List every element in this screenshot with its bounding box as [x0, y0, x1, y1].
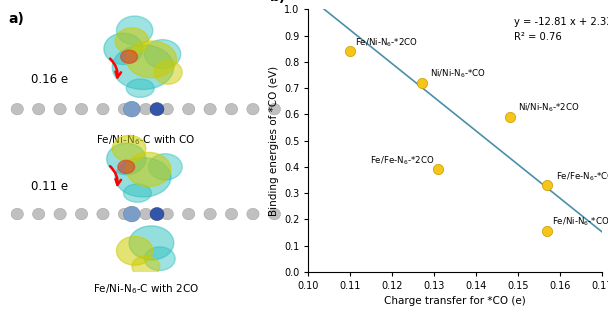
Circle shape — [33, 103, 45, 115]
Ellipse shape — [145, 247, 175, 270]
Ellipse shape — [145, 40, 181, 69]
Text: Fe/Ni-N$_6$-*2CO: Fe/Ni-N$_6$-*2CO — [354, 36, 418, 49]
Circle shape — [268, 208, 280, 220]
Text: b): b) — [271, 0, 286, 4]
Point — [345, 49, 355, 54]
Ellipse shape — [126, 79, 154, 97]
Ellipse shape — [123, 184, 151, 202]
Text: Fe/Ni-N$_6$-C with 2CO: Fe/Ni-N$_6$-C with 2CO — [93, 282, 199, 296]
Ellipse shape — [126, 41, 176, 78]
Circle shape — [11, 103, 23, 115]
Ellipse shape — [104, 33, 143, 64]
Circle shape — [268, 103, 280, 115]
Circle shape — [118, 103, 131, 115]
Text: y = -12.81 x + 2.33
R² = 0.76: y = -12.81 x + 2.33 R² = 0.76 — [514, 17, 608, 42]
Circle shape — [161, 103, 173, 115]
Circle shape — [123, 101, 140, 117]
Ellipse shape — [115, 28, 148, 54]
Circle shape — [161, 208, 173, 220]
Circle shape — [150, 103, 164, 116]
Ellipse shape — [115, 158, 171, 197]
Text: a): a) — [9, 12, 25, 26]
Circle shape — [182, 208, 195, 220]
Point — [434, 167, 443, 172]
Circle shape — [226, 208, 238, 220]
Circle shape — [54, 103, 66, 115]
Ellipse shape — [112, 135, 146, 161]
Circle shape — [182, 103, 195, 115]
Circle shape — [140, 103, 152, 115]
Text: Fe/Ni-N$_6$-*CO: Fe/Ni-N$_6$-*CO — [551, 216, 608, 228]
Ellipse shape — [120, 50, 137, 63]
Point — [505, 114, 514, 119]
Point — [542, 183, 552, 188]
Circle shape — [123, 206, 140, 222]
Circle shape — [150, 208, 164, 221]
Circle shape — [247, 103, 259, 115]
Ellipse shape — [148, 154, 182, 180]
Ellipse shape — [154, 61, 182, 84]
Point — [417, 80, 427, 85]
Circle shape — [97, 103, 109, 115]
Circle shape — [75, 208, 88, 220]
Circle shape — [54, 208, 66, 220]
X-axis label: Charge transfer for *CO (e): Charge transfer for *CO (e) — [384, 296, 526, 306]
Circle shape — [140, 208, 152, 220]
Ellipse shape — [118, 160, 134, 173]
Ellipse shape — [132, 256, 160, 277]
Text: 0.16 e: 0.16 e — [31, 73, 68, 86]
Ellipse shape — [126, 152, 171, 186]
Text: Fe/Ni-N$_6$-C with CO: Fe/Ni-N$_6$-C with CO — [96, 133, 196, 147]
Ellipse shape — [106, 143, 146, 175]
Circle shape — [247, 208, 259, 220]
Circle shape — [33, 208, 45, 220]
Text: 0.11 e: 0.11 e — [31, 180, 68, 193]
Circle shape — [97, 208, 109, 220]
Text: Fe/Fe-N$_6$-*2CO: Fe/Fe-N$_6$-*2CO — [370, 154, 434, 167]
Circle shape — [75, 103, 88, 115]
Y-axis label: Binding energies of *CO (eV): Binding energies of *CO (eV) — [269, 65, 278, 216]
Circle shape — [226, 103, 238, 115]
Point — [542, 228, 552, 234]
Text: Ni/Ni-N$_6$-*CO: Ni/Ni-N$_6$-*CO — [430, 68, 486, 80]
Circle shape — [204, 208, 216, 220]
Ellipse shape — [117, 16, 153, 45]
Ellipse shape — [112, 45, 174, 89]
Circle shape — [11, 208, 23, 220]
Text: Ni/Ni-N$_6$-*2CO: Ni/Ni-N$_6$-*2CO — [518, 102, 579, 114]
Text: Fe/Fe-N$_6$-*CO: Fe/Fe-N$_6$-*CO — [556, 170, 608, 183]
Ellipse shape — [129, 226, 174, 260]
Circle shape — [118, 208, 131, 220]
Ellipse shape — [117, 236, 153, 265]
Circle shape — [204, 103, 216, 115]
